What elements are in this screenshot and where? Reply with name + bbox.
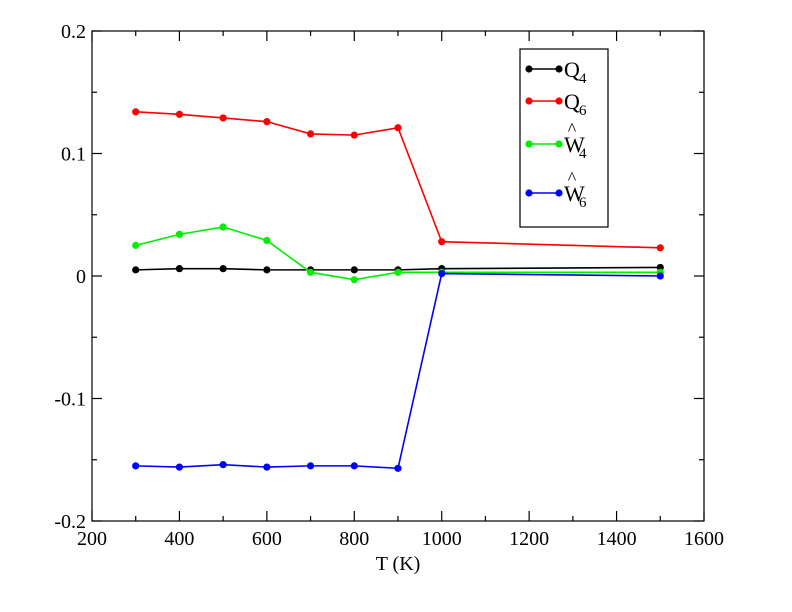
data-point <box>263 236 271 245</box>
legend-item: W4^ <box>525 119 587 162</box>
x-tick-label: 400 <box>164 528 194 550</box>
data-point <box>438 269 446 278</box>
series-layer <box>132 108 664 472</box>
y-tick-label: -0.2 <box>54 511 86 533</box>
x-tick-label: 600 <box>252 528 282 550</box>
x-tick-label: 1000 <box>422 528 462 550</box>
legend-label-subscript: 6 <box>579 195 587 211</box>
x-tick-label: 1400 <box>597 528 637 550</box>
legend-label-subscript: 4 <box>579 146 587 162</box>
axis-ticks <box>91 30 705 522</box>
x-tick-label: 800 <box>339 528 369 550</box>
data-point <box>175 110 184 118</box>
data-point <box>350 276 358 284</box>
data-point <box>219 461 227 469</box>
legend-swatch-marker <box>525 140 533 148</box>
legend-swatch-marker <box>525 65 533 73</box>
data-point <box>132 462 140 470</box>
legend-swatch-marker <box>555 97 563 105</box>
data-point <box>219 223 227 231</box>
legend-swatch-marker <box>555 140 563 148</box>
legend-label-hat: ^ <box>568 119 577 139</box>
y-tick-label: 0.2 <box>61 21 86 43</box>
legend-swatch-marker <box>555 65 563 73</box>
data-point <box>656 244 664 252</box>
legend-swatch-marker <box>525 189 533 197</box>
legend-item: W6^ <box>525 168 587 211</box>
data-point <box>132 241 140 249</box>
data-point <box>306 130 315 138</box>
legend-box <box>519 48 609 228</box>
axis-tick-labels: 200 400 600 800 1000 1200 1400 1600 -0.2 -0.1 0 0.1… <box>54 21 724 550</box>
legend-swatch-marker <box>555 189 563 197</box>
x-tick-label: 1200 <box>509 528 549 550</box>
data-point <box>263 118 271 126</box>
data-point <box>219 265 227 273</box>
data-point <box>263 463 271 471</box>
data-point <box>175 463 184 471</box>
series-4 <box>132 269 664 472</box>
data-point <box>306 268 315 276</box>
legend-label: W <box>564 181 585 206</box>
data-point <box>175 230 184 238</box>
data-point <box>219 114 227 122</box>
y-tick-label: 0 <box>76 266 86 288</box>
data-point <box>263 266 271 274</box>
y-tick-label: -0.1 <box>54 389 86 411</box>
x-tick-label: 200 <box>77 528 107 550</box>
legend-label: Q <box>564 57 580 82</box>
legend: Q 4Q 6W4^W6^ <box>519 48 609 228</box>
legend-label-subscript: 6 <box>579 103 587 119</box>
legend-label-subscript: 4 <box>579 71 587 87</box>
data-point <box>394 124 402 132</box>
data-point <box>132 266 140 274</box>
x-tick-label: 1600 <box>684 528 724 550</box>
data-point <box>350 266 358 274</box>
data-point <box>394 464 402 472</box>
series-2 <box>132 108 664 252</box>
data-point <box>132 108 140 116</box>
y-tick-label: 0.1 <box>61 144 86 166</box>
data-point <box>438 238 446 246</box>
x-axis-label: T (K) <box>376 553 421 575</box>
legend-swatch-marker <box>525 97 533 105</box>
data-point <box>394 268 402 276</box>
legend-label-hat: ^ <box>568 168 577 188</box>
data-point <box>656 272 664 280</box>
data-point <box>175 265 184 273</box>
legend-label: Q <box>564 89 580 114</box>
legend-label: W <box>564 132 585 157</box>
data-point <box>306 462 315 470</box>
data-point <box>350 462 358 470</box>
data-point <box>350 131 358 139</box>
series-line <box>135 272 661 470</box>
series-3 <box>132 223 664 284</box>
